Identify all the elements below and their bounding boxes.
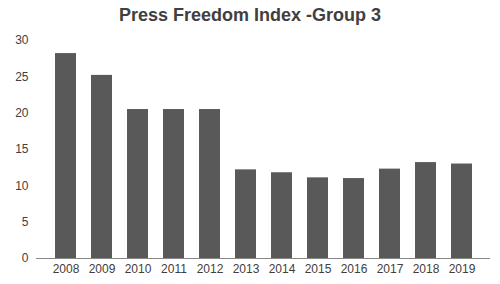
svg-text:2018: 2018 bbox=[413, 262, 440, 276]
svg-text:2017: 2017 bbox=[377, 262, 404, 276]
svg-text:2012: 2012 bbox=[197, 262, 224, 276]
svg-text:2013: 2013 bbox=[233, 262, 260, 276]
svg-text:10: 10 bbox=[15, 179, 29, 193]
svg-text:2008: 2008 bbox=[53, 262, 80, 276]
svg-text:20: 20 bbox=[15, 106, 29, 120]
svg-text:2009: 2009 bbox=[89, 262, 116, 276]
svg-text:2016: 2016 bbox=[341, 262, 368, 276]
svg-text:0: 0 bbox=[22, 251, 29, 265]
svg-text:30: 30 bbox=[15, 33, 29, 47]
svg-text:2011: 2011 bbox=[161, 262, 187, 276]
svg-text:2010: 2010 bbox=[125, 262, 152, 276]
svg-text:15: 15 bbox=[15, 142, 29, 156]
html-text:Press Freedom Index -Group 3: Press Freedom Index -Group 3 bbox=[119, 5, 381, 25]
svg-text:2015: 2015 bbox=[305, 262, 332, 276]
svg-text:2014: 2014 bbox=[269, 262, 296, 276]
svg-text:5: 5 bbox=[22, 215, 29, 229]
svg-text:25: 25 bbox=[15, 70, 29, 84]
svg-text:2019: 2019 bbox=[449, 262, 476, 276]
